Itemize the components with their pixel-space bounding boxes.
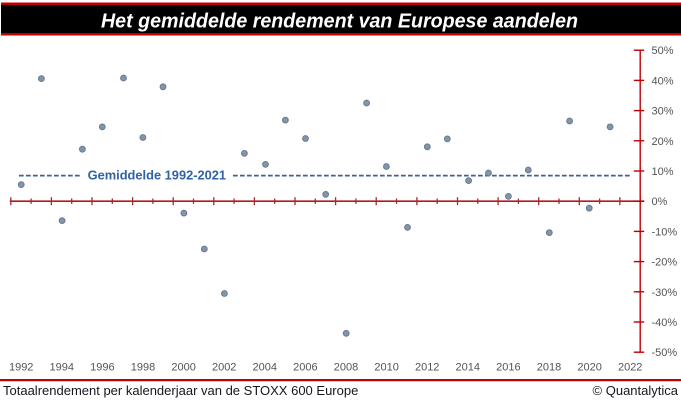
svg-text:2014: 2014 bbox=[456, 362, 480, 374]
svg-text:0%: 0% bbox=[652, 196, 668, 208]
svg-text:2012: 2012 bbox=[415, 362, 439, 374]
svg-text:2018: 2018 bbox=[537, 362, 561, 374]
svg-text:2004: 2004 bbox=[253, 362, 277, 374]
svg-text:2016: 2016 bbox=[496, 362, 520, 374]
svg-text:20%: 20% bbox=[652, 136, 674, 148]
svg-text:2020: 2020 bbox=[577, 362, 601, 374]
svg-text:-40%: -40% bbox=[652, 317, 678, 329]
svg-text:1994: 1994 bbox=[50, 362, 74, 374]
svg-text:Gemiddelde 1992-2021: Gemiddelde 1992-2021 bbox=[88, 168, 227, 183]
svg-text:1998: 1998 bbox=[131, 362, 155, 374]
svg-text:2000: 2000 bbox=[171, 362, 195, 374]
svg-text:-20%: -20% bbox=[652, 257, 678, 269]
svg-text:2022: 2022 bbox=[618, 362, 642, 374]
svg-text:© Quantalytica: © Quantalytica bbox=[593, 383, 679, 398]
svg-text:1992: 1992 bbox=[9, 362, 33, 374]
svg-text:30%: 30% bbox=[652, 106, 674, 118]
svg-text:-30%: -30% bbox=[652, 287, 678, 299]
svg-text:10%: 10% bbox=[652, 166, 674, 178]
svg-text:Het gemiddelde rendement van E: Het gemiddelde rendement van Europese aa… bbox=[101, 10, 578, 33]
svg-text:1996: 1996 bbox=[90, 362, 114, 374]
svg-text:-10%: -10% bbox=[652, 226, 678, 238]
svg-text:50%: 50% bbox=[652, 45, 674, 57]
svg-text:-50%: -50% bbox=[652, 347, 678, 359]
svg-text:2008: 2008 bbox=[334, 362, 358, 374]
svg-text:2002: 2002 bbox=[212, 362, 236, 374]
svg-text:Totaalrendement per kalenderja: Totaalrendement per kalenderjaar van de … bbox=[3, 383, 358, 398]
svg-text:2006: 2006 bbox=[293, 362, 317, 374]
svg-text:2010: 2010 bbox=[374, 362, 398, 374]
svg-text:40%: 40% bbox=[652, 75, 674, 87]
